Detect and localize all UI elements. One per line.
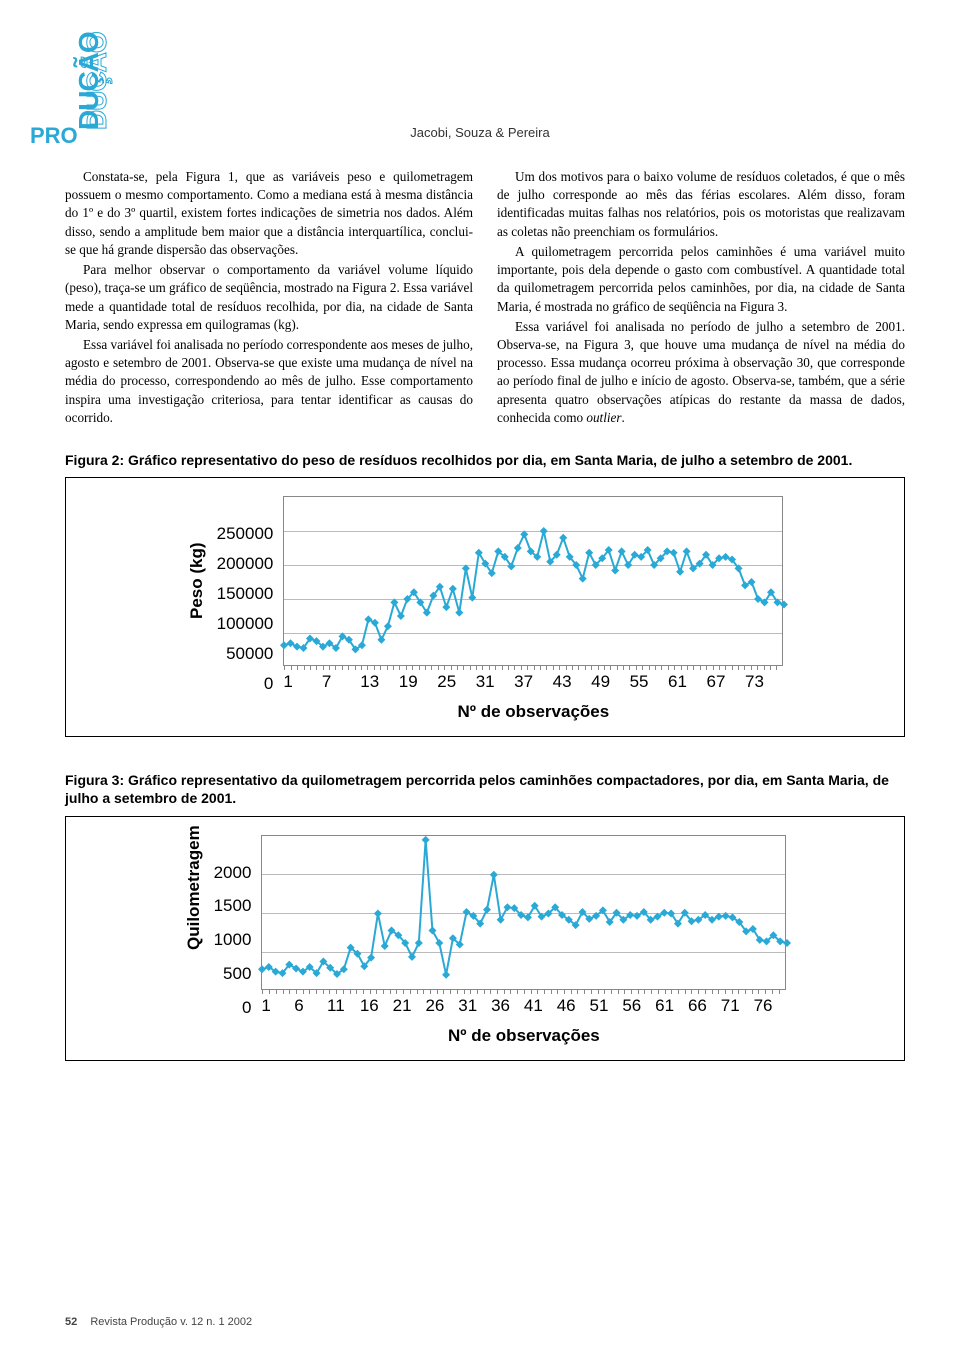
header-authors: Jacobi, Souza & Pereira [0, 0, 960, 140]
journal-logo: PRO DUÇÃO DUÇÃO [30, 18, 115, 148]
figure2-plot-area [283, 496, 783, 666]
figure3-xlabel: Nº de observações [261, 1026, 786, 1046]
figure2-chart: Peso (kg) 250000200000150000100000500000… [65, 477, 905, 737]
figure3-chart: Quilometragem 2000150010005000 161116212… [65, 816, 905, 1061]
figure2-caption: Figura 2: Gráfico representativo do peso… [0, 429, 960, 477]
svg-text:PRO: PRO [30, 123, 78, 148]
journal-ref: Revista Produção v. 12 n. 1 2002 [90, 1316, 252, 1328]
page-number: 52 [65, 1316, 77, 1328]
figure2-xlabel: Nº de observações [283, 702, 783, 722]
figure2-yticks: 250000200000150000100000500000 [217, 524, 274, 694]
right-column: Um dos motivos para o baixo volume de re… [497, 168, 905, 429]
page-footer: 52 Revista Produção v. 12 n. 1 2002 [65, 1316, 252, 1328]
svg-text:DUÇÃO: DUÇÃO [81, 32, 112, 130]
figure3-plot-area [261, 835, 786, 990]
figure3-xticks: 161116212631364146515661667176 [261, 996, 786, 1016]
figure3-ylabel: Quilometragem [184, 930, 204, 950]
left-column: Constata-se, pela Figura 1, que as variá… [65, 168, 473, 429]
figure2-xticks: 171319253137434955616773 [283, 672, 783, 692]
figure2-ylabel: Peso (kg) [187, 599, 207, 619]
figure3-yticks: 2000150010005000 [214, 863, 252, 1018]
figure3-caption: Figura 3: Gráfico representativo da quil… [0, 737, 960, 815]
